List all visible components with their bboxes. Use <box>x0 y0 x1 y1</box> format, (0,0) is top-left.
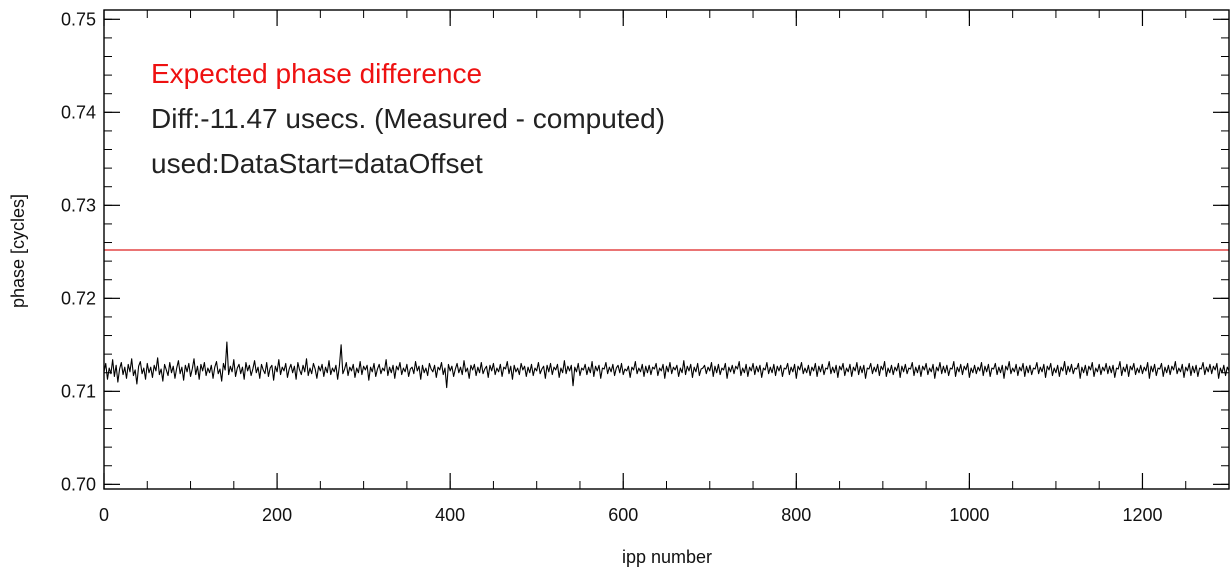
y-tick-label: 0.75 <box>61 9 96 29</box>
x-tick-label: 0 <box>99 505 109 525</box>
y-tick-label: 0.71 <box>61 381 96 401</box>
x-tick-label: 1000 <box>949 505 989 525</box>
x-tick-label: 400 <box>435 505 465 525</box>
x-tick-label: 1200 <box>1122 505 1162 525</box>
measured-phase-line <box>103 341 1230 389</box>
y-axis-title: phase [cycles] <box>8 194 28 308</box>
series-layer <box>103 249 1230 389</box>
y-tick-label: 0.72 <box>61 288 96 308</box>
y-ticks: 0.70 0.71 0.72 0.73 0.74 0.75 <box>61 9 1229 494</box>
y-tick-label: 0.73 <box>61 195 96 215</box>
x-tick-label: 200 <box>262 505 292 525</box>
plot-frame <box>103 9 1230 490</box>
y-tick-label: 0.70 <box>61 474 96 494</box>
annotation-expected: Expected phase difference <box>151 58 482 89</box>
x-tick-label: 800 <box>781 505 811 525</box>
annotation-diff: Diff:-11.47 usecs. (Measured - computed) <box>151 103 665 134</box>
y-tick-label: 0.74 <box>61 102 96 122</box>
annotation-used: used:DataStart=dataOffset <box>151 148 483 179</box>
x-axis-title: ipp number <box>622 547 712 567</box>
x-tick-label: 600 <box>608 505 638 525</box>
